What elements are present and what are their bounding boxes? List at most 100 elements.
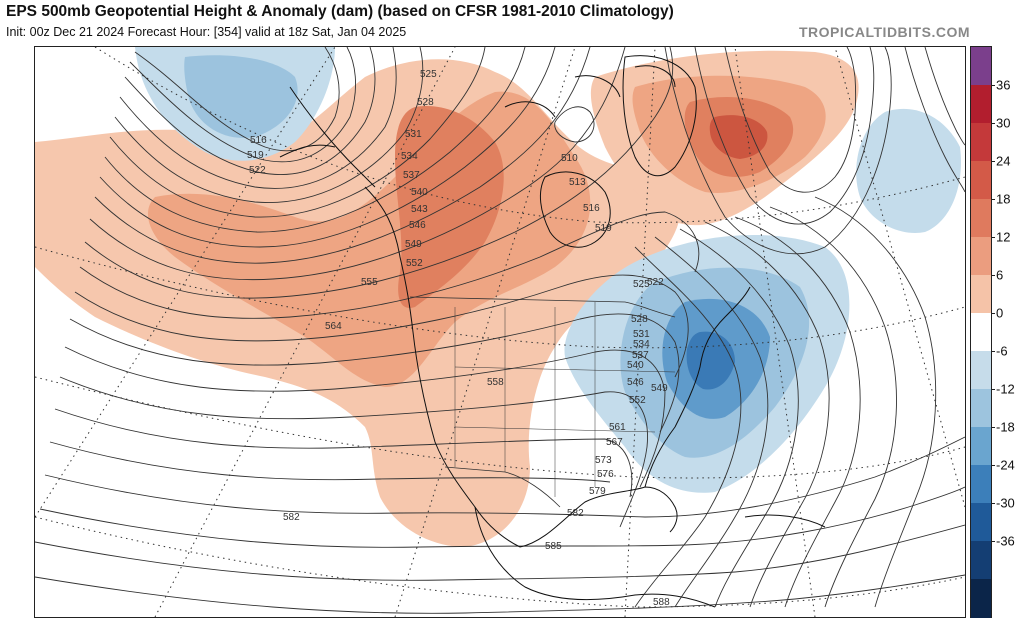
contour-label: 546 (627, 377, 644, 388)
eastern-trough-max (686, 331, 735, 390)
colorbar-tick-label: -36 (996, 533, 1015, 549)
contour-label: 516 (583, 203, 600, 214)
contour-label: 558 (487, 377, 504, 388)
contour-label: 531 (633, 329, 650, 340)
contour-label: 567 (606, 437, 623, 448)
us-canada-border (409, 296, 676, 318)
contour-label: 537 (403, 170, 420, 181)
map-canvas: 516 519 522 525 528 531 534 537 540 543 … (35, 47, 965, 617)
negative-anomaly-shading (135, 47, 961, 493)
contour-label: 522 (249, 165, 266, 176)
map-title: EPS 500mb Geopotential Height & Anomaly … (6, 3, 674, 20)
contour-label: 528 (417, 97, 434, 108)
contour-label: 540 (627, 360, 644, 371)
colorbar-tick (992, 275, 995, 276)
contour-label: 528 (631, 314, 648, 325)
colorbar-tick (992, 313, 995, 314)
colorbar-segment (971, 123, 991, 162)
colorbar-tick-label: 24 (996, 153, 1011, 169)
colorbar-tick-label: -30 (996, 495, 1015, 511)
height-contours (35, 47, 965, 614)
contour-label: 519 (595, 223, 612, 234)
colorbar-segment (971, 161, 991, 200)
contour-label: 549 (405, 239, 422, 250)
coastlines (279, 55, 826, 608)
colorbar-segment (971, 579, 991, 618)
site-credit: TROPICALTIDBITS.COM (798, 24, 970, 40)
colorbar-segment (971, 389, 991, 428)
contour-labels: 516 519 522 525 528 531 534 537 540 543 … (247, 69, 670, 608)
colorbar-segment (971, 465, 991, 504)
positive-anomaly-shading (35, 50, 859, 548)
colorbar-tick-label: 36 (996, 77, 1011, 93)
contour-label: 519 (247, 150, 264, 161)
state-lines (454, 302, 676, 497)
aleutian-trough-mid (184, 55, 298, 138)
us-mexico-border (444, 466, 561, 508)
colorbar-tick (992, 123, 995, 124)
contour-label: 585 (545, 541, 562, 552)
east-coast (644, 286, 751, 488)
alaska-coast (279, 86, 376, 188)
colorbar-segment (971, 351, 991, 390)
contour-label: 561 (609, 422, 626, 433)
arctic-islands (504, 65, 676, 118)
colorbar-segment (971, 47, 991, 86)
colorbar-segment (971, 199, 991, 238)
colorbar-tick-label: 18 (996, 191, 1011, 207)
colorbar-tick-label: 12 (996, 229, 1011, 245)
colorbar-tick (992, 389, 995, 390)
contour-label: 540 (411, 187, 428, 198)
contour-label: 534 (401, 151, 418, 162)
colorbar-tick (992, 237, 995, 238)
contour-label: 525 (420, 69, 437, 80)
contour-label: 564 (325, 321, 342, 332)
colorbar-tick-label: 30 (996, 115, 1011, 131)
contour-label: 516 (250, 135, 267, 146)
contour-label: 531 (405, 129, 422, 140)
contour-label: 579 (589, 486, 606, 497)
cuba (744, 514, 826, 528)
contour-label: 510 (561, 153, 578, 164)
greenland-ridge-max (709, 115, 768, 159)
colorbar-segment (971, 85, 991, 124)
colorbar (970, 46, 992, 618)
colorbar-segment (971, 503, 991, 542)
colorbar-tick (992, 465, 995, 466)
contour-label: 552 (629, 395, 646, 406)
colorbar-tick-label: -24 (996, 457, 1015, 473)
colorbar-tick (992, 199, 995, 200)
colorbar-tick-label: -12 (996, 381, 1015, 397)
greenland (622, 55, 697, 177)
colorbar-tick (992, 161, 995, 162)
contour-label: 582 (567, 508, 584, 519)
colorbar-tick-label: -18 (996, 419, 1015, 435)
weather-map: 516 519 522 525 528 531 534 537 540 543 … (34, 46, 966, 618)
mexico-coast (474, 506, 716, 608)
contour-label: 513 (569, 177, 586, 188)
lat-lon-grid (35, 47, 965, 617)
colorbar-segment (971, 237, 991, 276)
colorbar-tick-label: 0 (996, 305, 1004, 321)
contour-label: 546 (409, 220, 426, 231)
contour-label: 582 (283, 512, 300, 523)
hudson-bay (539, 171, 611, 248)
colorbar-segment (971, 313, 991, 352)
contour-label: 576 (597, 469, 614, 480)
contour-label: 555 (361, 277, 378, 288)
colorbar-tick-label: 6 (996, 267, 1004, 283)
contour-label: 543 (411, 204, 428, 215)
forecast-info: Init: 00z Dec 21 2024 Forecast Hour: [35… (6, 25, 407, 39)
colorbar-tick (992, 351, 995, 352)
colorbar-tick (992, 85, 995, 86)
colorbar-segment (971, 541, 991, 580)
contour-label: 588 (653, 597, 670, 608)
colorbar-segment (971, 427, 991, 466)
contour-label: 549 (651, 383, 668, 394)
atlantic-blob-light (856, 108, 961, 233)
contour-label: 525 (633, 279, 650, 290)
colorbar-tick (992, 427, 995, 428)
contour-label: 522 (647, 277, 664, 288)
colorbar-tick (992, 541, 995, 542)
contour-label: 552 (406, 258, 423, 269)
